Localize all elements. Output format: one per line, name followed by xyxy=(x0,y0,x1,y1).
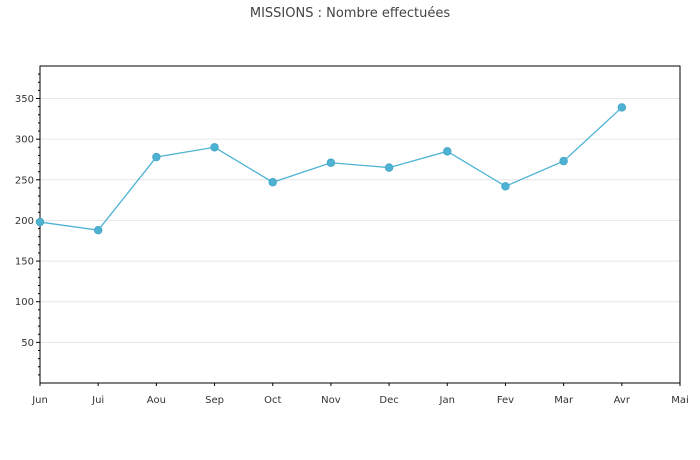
data-point xyxy=(443,147,452,156)
series-line xyxy=(39,106,623,231)
y-tick-label: 250 xyxy=(15,175,34,186)
plot-frame xyxy=(39,65,681,384)
x-tick-label: Mai xyxy=(671,395,689,406)
x-tick-label: Nov xyxy=(321,395,341,406)
x-tick-label: Mar xyxy=(554,395,574,406)
y-tick-label: 50 xyxy=(21,338,34,349)
y-tick-label: 100 xyxy=(15,297,34,308)
series-line-0 xyxy=(39,106,623,231)
x-tick-label: Avr xyxy=(614,395,631,406)
y-tick-label: 300 xyxy=(15,135,34,146)
data-markers xyxy=(35,103,627,235)
data-point xyxy=(501,182,510,191)
data-point xyxy=(326,158,336,167)
x-tick-label: Dec xyxy=(379,395,398,406)
data-point xyxy=(268,178,277,187)
x-tick-label: Sep xyxy=(205,395,224,406)
grid-lines xyxy=(40,98,680,343)
chart-title: MISSIONS : Nombre effectuées xyxy=(249,6,451,21)
y-tick-label: 350 xyxy=(15,94,34,105)
data-point xyxy=(152,152,161,162)
data-point xyxy=(35,217,45,227)
y-tick-label: 200 xyxy=(15,216,34,227)
x-tick-label: Jun xyxy=(31,395,48,406)
tick-labels: 50 100 150 200 250 300 350 Jun Jui Aou Sep Oct Nov De… xyxy=(15,94,689,406)
x-tick-label: Oct xyxy=(264,395,281,406)
data-point xyxy=(384,163,394,172)
x-tick-label: Jan xyxy=(439,395,455,406)
axes xyxy=(36,65,681,386)
data-point xyxy=(617,103,627,112)
x-tick-label: Aou xyxy=(147,395,166,406)
x-tick-label: Jui xyxy=(91,395,104,406)
y-tick-label: 150 xyxy=(15,257,34,268)
data-point xyxy=(210,143,219,152)
data-point xyxy=(559,156,568,166)
x-tick-label: Fev xyxy=(497,395,514,406)
data-point xyxy=(93,225,103,235)
